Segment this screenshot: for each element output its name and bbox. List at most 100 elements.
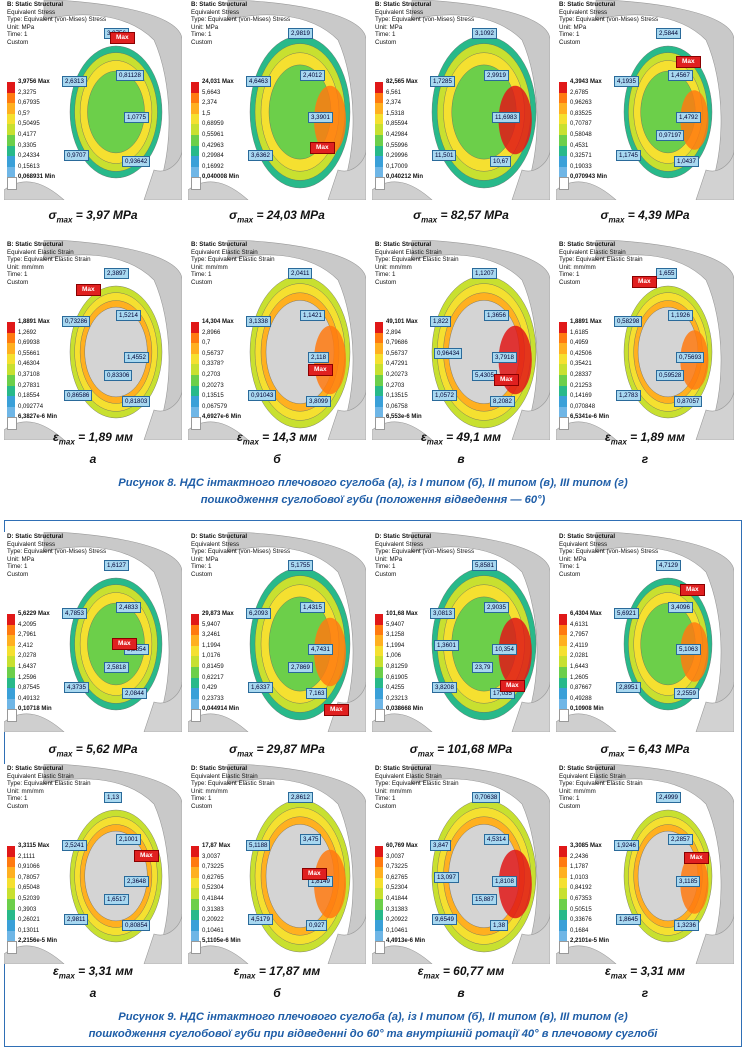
- legend-swatch: [559, 867, 567, 878]
- legend-row: 0,10718 Min: [7, 706, 79, 722]
- panel-header: D: Static Structural Equivalent Stress Typ…: [559, 533, 658, 579]
- probe-label: 1,4792: [676, 112, 701, 123]
- color-legend: 3,3115 Max 2,1111 0,91066 0,78057 0,65048 0,5…: [7, 843, 79, 954]
- panel-header: D: Static Structural Equivalent Elastic S…: [375, 765, 459, 811]
- glenoid-contour-map: [249, 799, 351, 953]
- result-formula: εmax = 3,31 мм: [556, 964, 734, 980]
- legend-swatch: [375, 145, 383, 157]
- probe-label: 23,79: [472, 662, 494, 673]
- panel-graphic: [4, 764, 182, 964]
- legend-value: 2,0281: [570, 653, 589, 660]
- header-type-line: Type: Equivalent Elastic Strain: [559, 780, 643, 788]
- color-legend: 29,873 Max 5,9407 3,2461 1,1994 1,0176 0,8145…: [191, 611, 263, 722]
- legend-value: 0,62765: [386, 874, 408, 881]
- header-type-line: Type: Equivalent Elastic Strain: [191, 780, 275, 788]
- subfigure-letter: б: [273, 452, 281, 466]
- legend-row: 0,62765: [191, 875, 263, 889]
- legend-row: 0,96263: [559, 100, 631, 114]
- panel-header: B: Static Structural Equivalent Elastic S…: [7, 241, 91, 287]
- legend-row: 0,52304: [191, 885, 263, 899]
- header-type-name: Equivalent Stress: [559, 8, 608, 16]
- legend-value: 0,91066: [18, 864, 40, 871]
- formula-subscript: max: [239, 971, 256, 981]
- legend-swatch: [375, 909, 383, 921]
- legend-value: 0,61905: [386, 674, 408, 681]
- probe-label: 3,4096: [668, 602, 693, 613]
- bone-background: [188, 240, 366, 440]
- legend-swatch: [7, 166, 15, 178]
- legend-row: 1,8891 Max: [559, 319, 631, 333]
- subfigure-letter: г: [641, 986, 649, 1000]
- legend-value: 1,5318: [386, 110, 405, 117]
- legend-row: 0,06758: [375, 404, 447, 418]
- legend-value: 60,769 Max: [386, 843, 418, 849]
- legend-value: 1,1994: [386, 642, 405, 649]
- formula-value: = 101,68 MPa: [437, 742, 513, 756]
- header-unit: Unit: MPa: [191, 23, 219, 31]
- legend-value: 0,83525: [570, 110, 592, 117]
- max-marker: Max: [676, 56, 701, 68]
- legend-row: 3,0037: [375, 854, 447, 868]
- header-unit: Unit: MPa: [559, 23, 587, 31]
- formula-symbol: σ: [600, 742, 609, 756]
- legend-swatch: [375, 930, 383, 942]
- probe-label: 13,097: [434, 872, 459, 883]
- legend-swatch: [375, 656, 383, 667]
- legend-swatch: [559, 677, 567, 689]
- legend-value: 0,3378?: [202, 361, 224, 368]
- header-unit: Unit: MPa: [191, 555, 219, 563]
- probe-label: 4,7129: [656, 560, 681, 571]
- legend-value: 1,8891 Max: [570, 319, 602, 325]
- legend-swatch: [191, 624, 199, 636]
- legend-row: 0,3903: [7, 907, 79, 921]
- formula-value: = 4,39 MPa: [627, 208, 690, 222]
- legend-row: 0,26021: [7, 917, 79, 931]
- header-custom: Custom: [191, 278, 213, 286]
- legend-swatch: [7, 614, 15, 625]
- panel-graphic: [188, 764, 366, 964]
- panel-header: D: Static Structural Equivalent Elastic S…: [7, 765, 91, 811]
- probe-label: 5,1188: [246, 840, 271, 851]
- legend-value: 0,29984: [202, 153, 224, 160]
- legend-row: 0,78057: [7, 875, 79, 889]
- legend-swatch: [191, 846, 199, 857]
- legend-row: 0,10461: [191, 928, 263, 942]
- subfigure-letter: а: [89, 452, 97, 466]
- probe-label: 1,8645: [616, 914, 641, 925]
- legend-value: 0,040008 Min: [202, 174, 240, 181]
- legend-swatch: [375, 385, 383, 397]
- formula-value: = 1,89 мм: [78, 430, 133, 444]
- legend-swatch: [559, 941, 569, 954]
- formula-value: = 1,89 мм: [630, 430, 685, 444]
- legend-row: 0,81259: [375, 664, 447, 678]
- legend-row: 2,7961: [7, 632, 79, 646]
- legend-swatch: [7, 846, 15, 857]
- fea-panel: B: Static Structural Equivalent Stress Typ…: [372, 0, 550, 200]
- legend-swatch: [375, 92, 383, 104]
- legend-value: 1,0176: [202, 653, 221, 660]
- result-formula: εmax = 3,31 мм: [4, 964, 182, 980]
- formula-symbol: ε: [53, 430, 59, 444]
- formula-subscript: max: [610, 437, 627, 447]
- legend-row: 0,52039: [7, 896, 79, 910]
- header-time: Time: 1: [559, 31, 580, 39]
- header-custom: Custom: [7, 38, 29, 46]
- panel-header: D: Static Structural Equivalent Stress Typ…: [375, 533, 474, 579]
- header-title: D: Static Structural: [191, 765, 248, 772]
- header-title: D: Static Structural: [559, 765, 616, 772]
- legend-swatch: [191, 145, 199, 157]
- legend-value: 3,9756 Max: [18, 79, 50, 85]
- fea-panel: D: Static Structural Equivalent Stress Typ…: [556, 532, 734, 732]
- probe-label: 2,5241: [62, 840, 87, 851]
- bone-background: [372, 764, 550, 964]
- legend-swatch: [559, 156, 567, 167]
- header-custom: Custom: [375, 38, 397, 46]
- legend-row: 5,6229 Max: [7, 611, 79, 625]
- header-title: D: Static Structural: [7, 765, 64, 772]
- legend-value: 0,41844: [386, 895, 408, 902]
- legend-row: 6,3827e-6 Min: [7, 414, 79, 430]
- header-title: B: Static Structural: [191, 1, 248, 8]
- legend-value: 0,044914 Min: [202, 706, 240, 713]
- probe-label: 1,3656: [484, 310, 509, 321]
- header-custom: Custom: [559, 278, 581, 286]
